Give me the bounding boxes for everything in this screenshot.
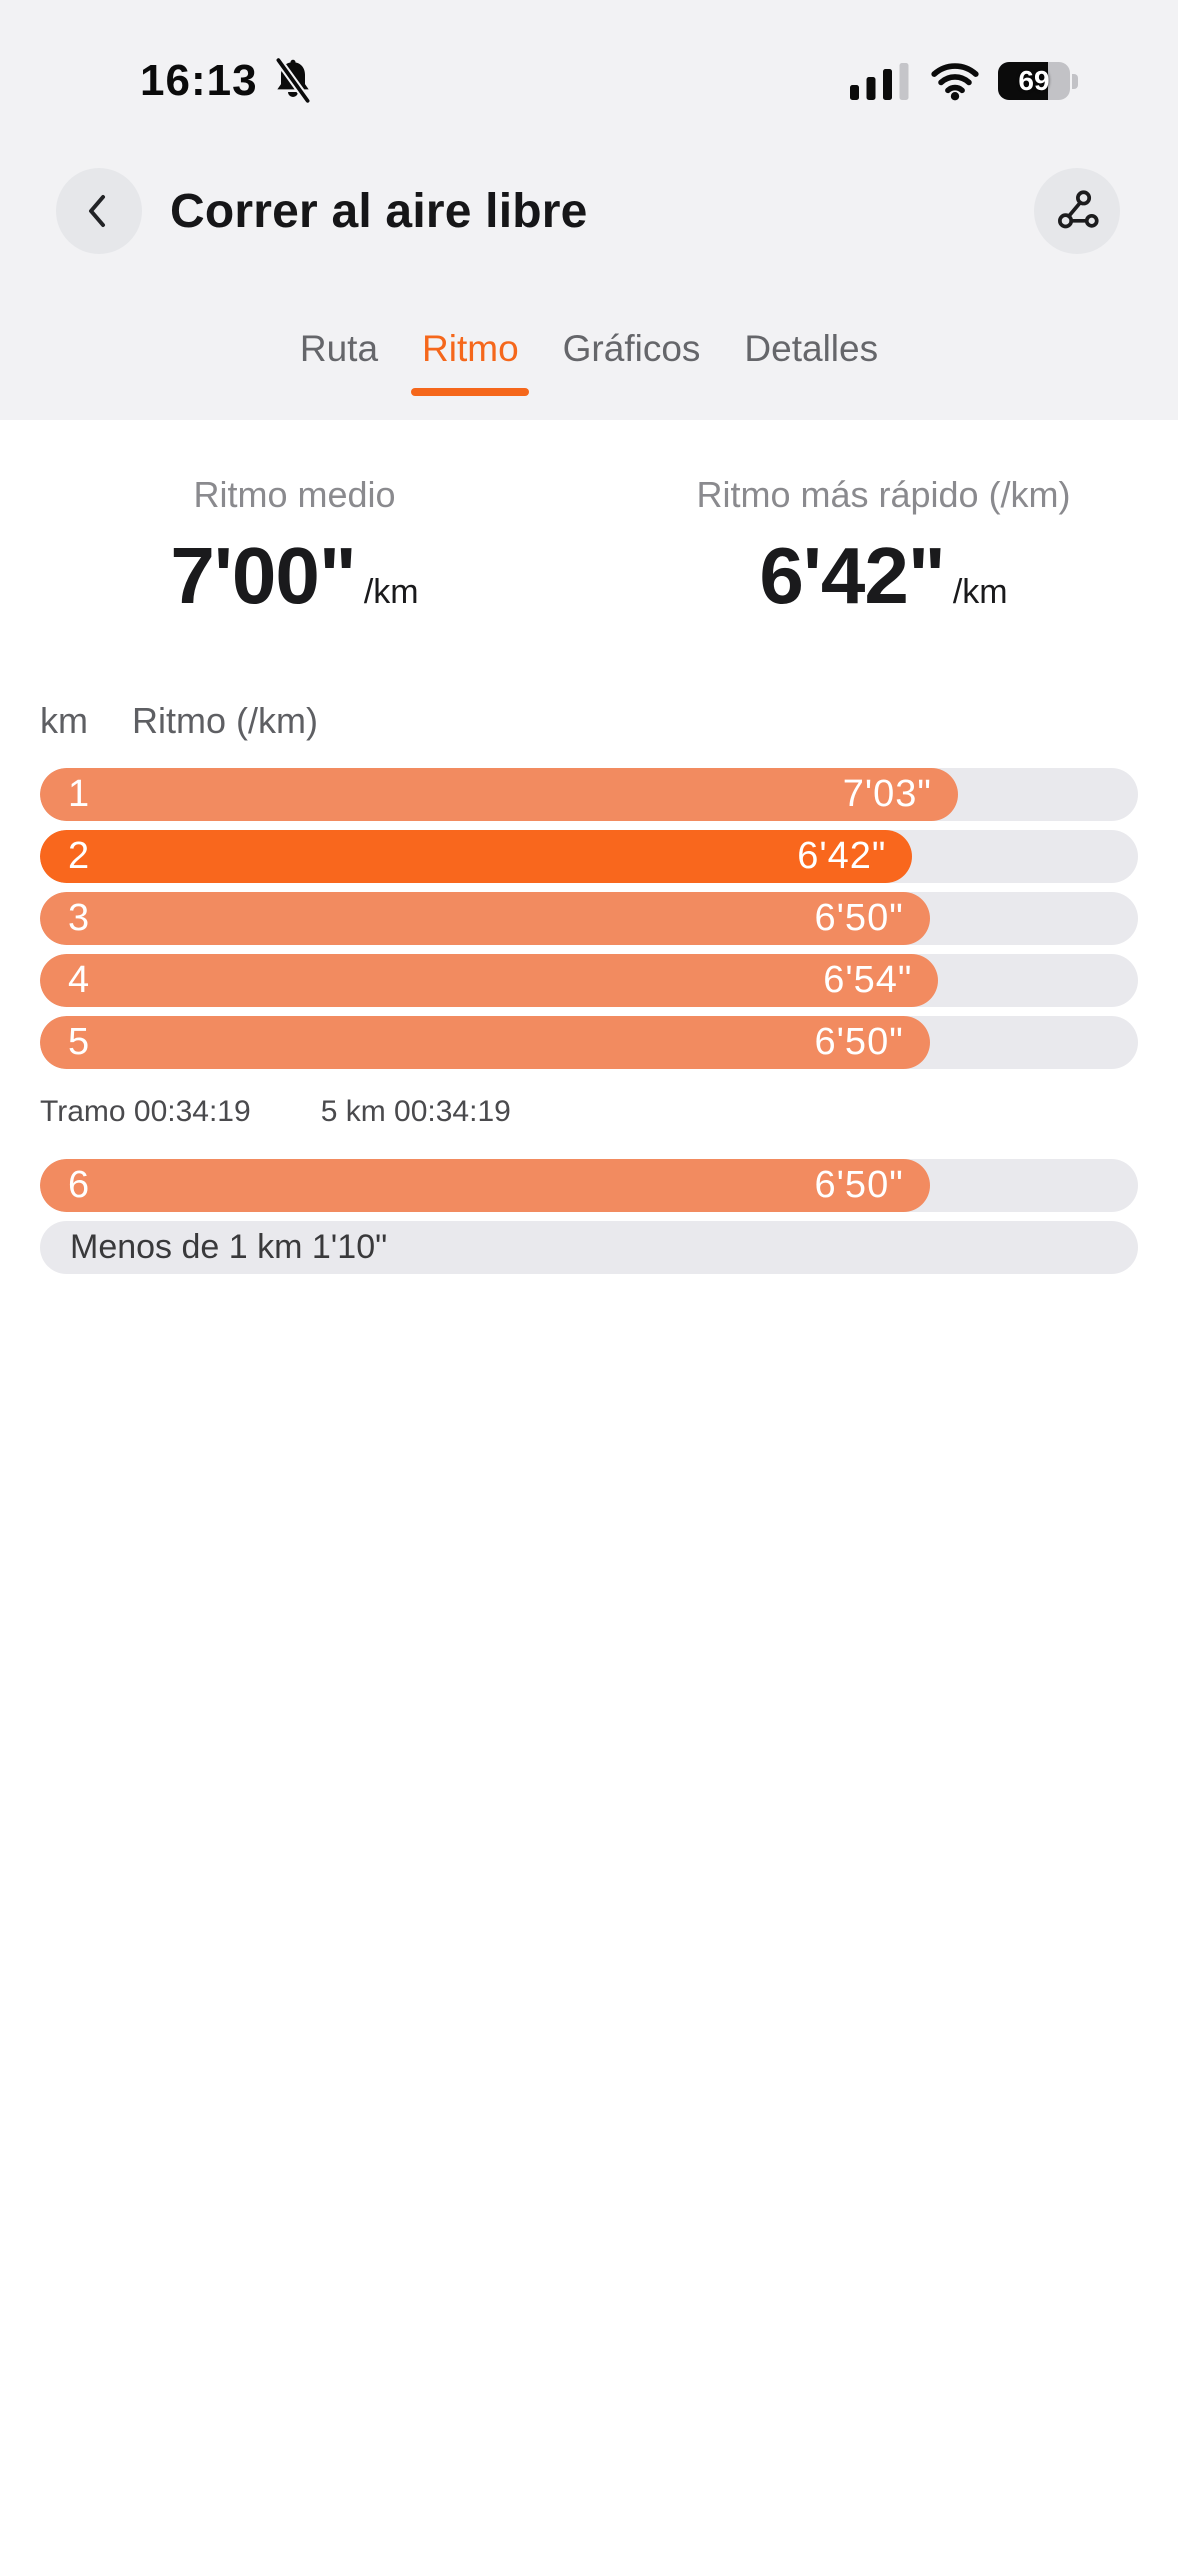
battery-nub (1072, 73, 1078, 89)
partial-distance-label: Menos de 1 km 1'10" (70, 1228, 388, 1266)
chart-col-header-km: km (40, 700, 88, 741)
segment-distance-time-label: 5 km 00:34:19 (320, 1095, 511, 1128)
battery-percent-label: 69 (1018, 65, 1050, 96)
stat-fastest-pace-value: 6'42" (759, 531, 945, 620)
pace-bar-pace-label: 6'42" (797, 835, 887, 877)
pace-bar-pace-label: 6'54" (823, 959, 913, 1001)
pace-bar-fill: 5 6'50" (40, 1016, 930, 1069)
tab-ritmo[interactable]: Ritmo (422, 328, 519, 396)
route-icon (1053, 187, 1101, 235)
pace-bar-fill: 3 6'50" (40, 892, 930, 945)
status-bar-left: 16:13 (140, 56, 316, 106)
stat-average-pace-label: Ritmo medio (193, 474, 396, 515)
stat-fastest-pace: Ritmo más rápido (/km) 6'42" /km (589, 474, 1178, 622)
pace-bar-track: 5 6'50" (40, 1016, 1138, 1069)
pace-chart-header: km Ritmo (/km) (40, 700, 1138, 742)
pace-bar-track: 6 6'50" (40, 1159, 1138, 1212)
route-button[interactable] (1034, 168, 1120, 254)
pace-bar-km-label: 6 (68, 1164, 90, 1206)
signal-strength-icon (850, 62, 912, 100)
pace-bar-fill: 2 6'42" (40, 830, 913, 883)
pace-bar-fill: 4 6'54" (40, 954, 939, 1007)
pace-chart: km Ritmo (/km) 1 7'03" 2 6'42" 3 6'50" 4 6'54" 5… (40, 700, 1138, 1274)
status-bar: 16:13 (0, 0, 1178, 106)
pace-bar-track: 2 6'42" (40, 830, 1138, 883)
wifi-icon (930, 61, 980, 101)
pace-bar-km-label: 2 (68, 835, 90, 877)
pace-bar-track: 3 6'50" (40, 892, 1138, 945)
stat-average-pace-value: 7'00" (170, 531, 356, 620)
tab-ruta[interactable]: Ruta (299, 328, 379, 369)
pace-bar-fill: 6 6'50" (40, 1159, 930, 1212)
header: Correr al aire libre (0, 104, 1178, 254)
muted-bell-icon (270, 57, 316, 105)
stat-fastest-pace-unit: /km (952, 573, 1008, 611)
segment-time-label: Tramo 00:34:19 (40, 1095, 251, 1128)
top-gray-region: 16:13 (0, 0, 1178, 420)
pace-bar-km-label: 1 (68, 773, 90, 815)
pace-summary: Ritmo medio 7'00" /km Ritmo más rápido (… (0, 474, 1178, 622)
pace-chart-rows: 1 7'03" 2 6'42" 3 6'50" 4 6'54" 5 6'50" Tramo 00:3… (40, 768, 1138, 1274)
battery-indicator: 69 (998, 62, 1078, 100)
pace-bar-km-label: 4 (68, 959, 90, 1001)
stat-fastest-pace-label: Ritmo más rápido (/km) (696, 474, 1071, 515)
clock-label: 16:13 (140, 56, 258, 105)
pace-bar-track: 1 7'03" (40, 768, 1138, 821)
tab-detalles[interactable]: Detalles (744, 328, 879, 369)
status-bar-right: 69 (850, 61, 1078, 101)
pace-bar-km-label: 5 (68, 1021, 90, 1063)
pace-bar-pace-label: 7'03" (842, 773, 932, 815)
stat-average-pace: Ritmo medio 7'00" /km (0, 474, 589, 622)
page-title: Correr al aire libre (170, 184, 588, 238)
partial-distance-bar: Menos de 1 km 1'10" (40, 1221, 1138, 1274)
chart-col-header-pace: Ritmo (/km) (132, 700, 318, 741)
battery-fill-level (998, 62, 1048, 100)
pace-bar-pace-label: 6'50" (814, 1164, 904, 1206)
pace-bar-fill: 1 7'03" (40, 768, 958, 821)
back-button[interactable] (56, 168, 142, 254)
stat-average-pace-unit: /km (363, 573, 419, 611)
tab-bar: Ruta Ritmo Gráficos Detalles (0, 328, 1178, 396)
back-chevron-icon (79, 188, 119, 234)
pace-bar-km-label: 3 (68, 897, 90, 939)
segment-summary-row: Tramo 00:34:19 5 km 00:34:19 (40, 1078, 1138, 1159)
pace-bar-pace-label: 6'50" (814, 897, 904, 939)
pace-bar-pace-label: 6'50" (814, 1021, 904, 1063)
tab-graficos[interactable]: Gráficos (562, 328, 701, 369)
pace-bar-track: 4 6'54" (40, 954, 1138, 1007)
